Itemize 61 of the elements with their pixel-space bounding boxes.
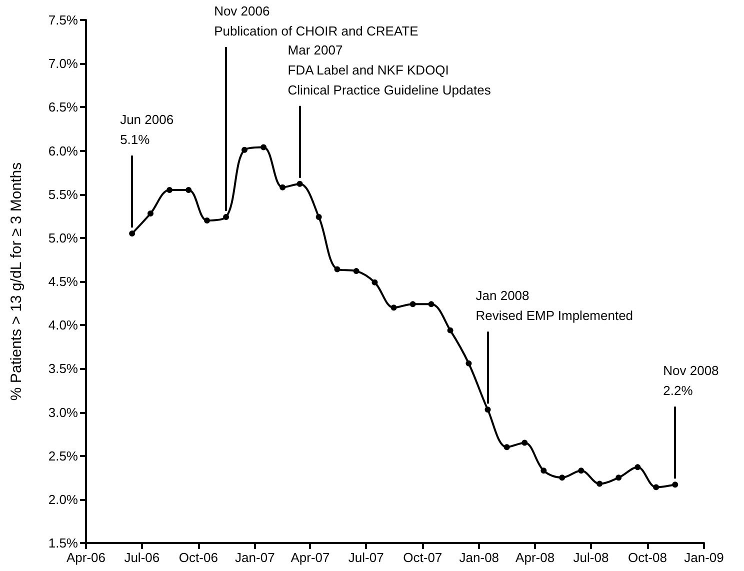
- annotation: Jun 2006 5.1%: [120, 112, 174, 148]
- x-tick-label: Jul-07: [348, 550, 384, 565]
- y-tick-label: 4.5%: [48, 274, 78, 289]
- x-tick-label: Jan-07: [235, 550, 275, 565]
- x-tick-label: Oct-07: [403, 550, 442, 565]
- x-tick-label: Jan-08: [459, 550, 500, 565]
- x-tick-label: Apr-08: [516, 550, 555, 565]
- point: [296, 180, 303, 187]
- y-tick-label: 6.5%: [48, 100, 78, 115]
- point: [428, 301, 434, 308]
- annotation: Nov 2006 Publication of CHOIR and CREATE: [214, 3, 419, 38]
- point: [166, 186, 173, 193]
- annotation: Mar 2007 FDA Label and NKF KDOQI Clinical Practice Guideline Updates: [288, 42, 492, 98]
- y-tick-label: 7.5%: [48, 12, 78, 28]
- point: [204, 217, 210, 224]
- point: [559, 474, 566, 481]
- x-tick-label: Oct-08: [628, 550, 667, 565]
- point: [334, 266, 340, 272]
- point: [634, 464, 641, 470]
- point: [596, 480, 603, 487]
- point: [260, 144, 267, 150]
- y-tick-label: 3.5%: [48, 361, 78, 376]
- x-tick-label: Apr-06: [66, 550, 106, 565]
- point: [129, 230, 136, 237]
- y-tick-label: 1.5%: [48, 536, 78, 550]
- annotation: Nov 2008 2.2%: [663, 363, 719, 398]
- point: [504, 444, 510, 450]
- x-tick-label: Oct-06: [178, 550, 218, 565]
- point: [484, 406, 491, 413]
- point: [316, 214, 322, 220]
- x-tick-label: Apr-07: [290, 550, 330, 565]
- point: [616, 474, 622, 481]
- y-tick-label: 4.0%: [48, 318, 78, 333]
- x-tick-label: Jan-09: [684, 550, 724, 565]
- point: [372, 279, 378, 286]
- point: [353, 268, 360, 274]
- point: [578, 468, 584, 474]
- point: [447, 327, 454, 334]
- y-tick-label: 7.0%: [48, 56, 78, 72]
- point: [280, 184, 286, 190]
- point: [540, 468, 547, 474]
- y-tick-label: 2.5%: [48, 448, 78, 464]
- point: [390, 304, 397, 311]
- y-axis-title: % Patients > 13 g/dL for ≥ 3 Months: [8, 162, 25, 401]
- annotation: Jan 2008 Revised EMP Implemented: [476, 288, 634, 324]
- y-tick-label: 5.0%: [48, 230, 78, 246]
- point: [466, 360, 472, 366]
- x-tick-label: Jul-06: [124, 550, 160, 565]
- point: [223, 214, 230, 220]
- point: [653, 484, 660, 490]
- point: [522, 440, 528, 446]
- y-tick-label: 5.5%: [48, 186, 78, 202]
- point: [186, 186, 192, 193]
- point: [672, 482, 678, 488]
- y-tick-label: 6.0%: [48, 143, 78, 158]
- y-tick-label: 3.0%: [48, 404, 78, 420]
- point: [148, 210, 154, 217]
- y-tick-label: 2.0%: [48, 492, 78, 507]
- x-tick-label: Jul-08: [573, 550, 609, 565]
- point: [410, 301, 416, 308]
- point: [242, 146, 248, 153]
